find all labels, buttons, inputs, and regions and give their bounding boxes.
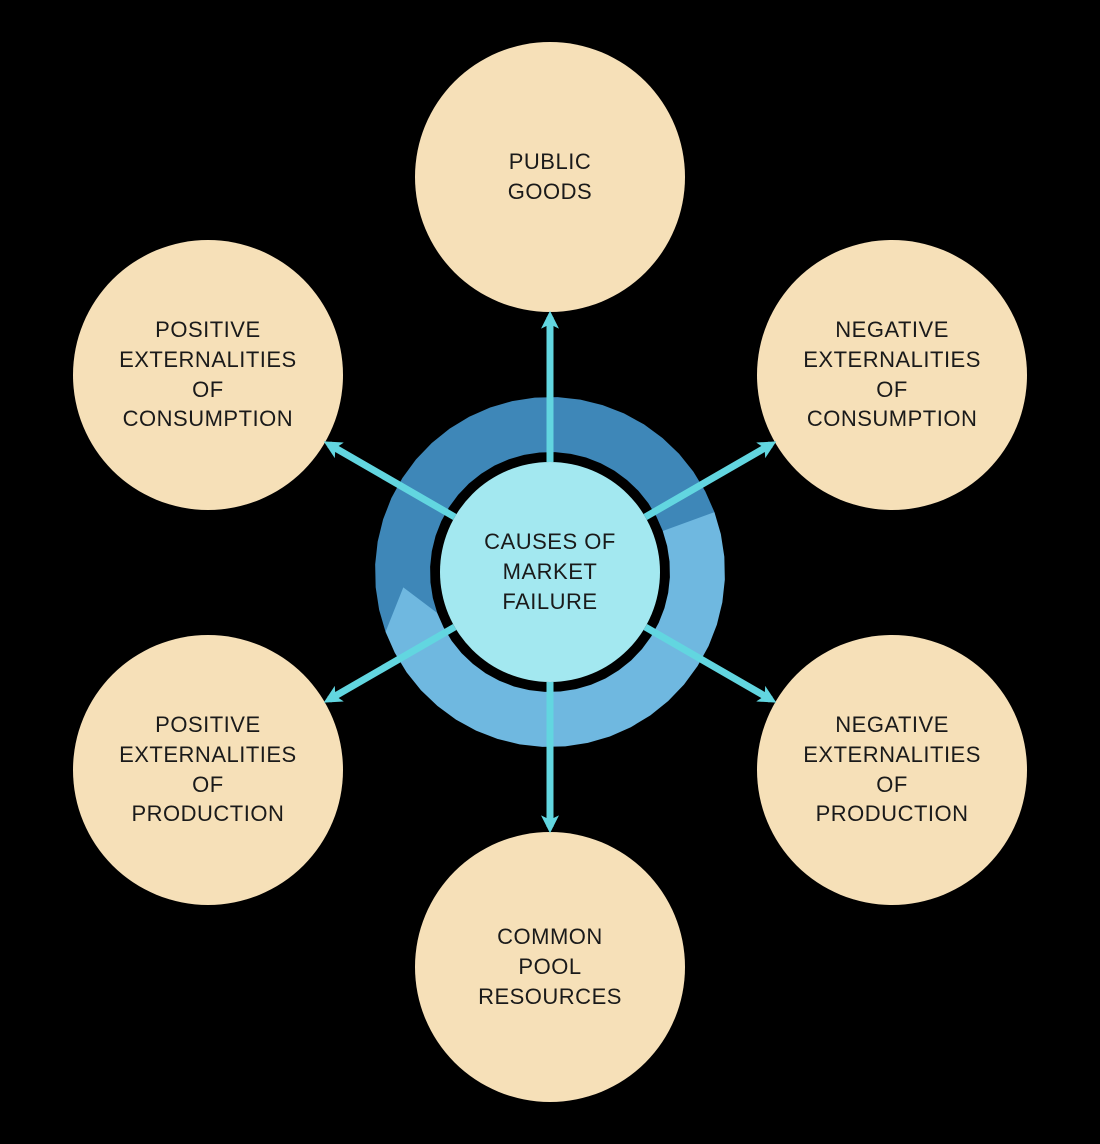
outer-label-3: COMMON POOL RESOURCES [478, 922, 622, 1011]
outer-label-2: NEGATIVE EXTERNALITIES OF PRODUCTION [803, 710, 981, 829]
outer-node-4: POSITIVE EXTERNALITIES OF PRODUCTION [73, 635, 343, 905]
outer-node-2: NEGATIVE EXTERNALITIES OF PRODUCTION [757, 635, 1027, 905]
diagram-stage: CAUSES OF MARKET FAILURE PUBLIC GOODS NEG… [0, 0, 1100, 1144]
outer-label-4: POSITIVE EXTERNALITIES OF PRODUCTION [119, 710, 297, 829]
outer-node-5: POSITIVE EXTERNALITIES OF CONSUMPTION [73, 240, 343, 510]
outer-label-5: POSITIVE EXTERNALITIES OF CONSUMPTION [119, 315, 297, 434]
outer-node-3: COMMON POOL RESOURCES [415, 832, 685, 1102]
outer-node-0: PUBLIC GOODS [415, 42, 685, 312]
outer-label-1: NEGATIVE EXTERNALITIES OF CONSUMPTION [803, 315, 981, 434]
outer-node-1: NEGATIVE EXTERNALITIES OF CONSUMPTION [757, 240, 1027, 510]
outer-label-0: PUBLIC GOODS [508, 147, 592, 206]
center-node: CAUSES OF MARKET FAILURE [440, 462, 660, 682]
center-label: CAUSES OF MARKET FAILURE [484, 527, 616, 616]
